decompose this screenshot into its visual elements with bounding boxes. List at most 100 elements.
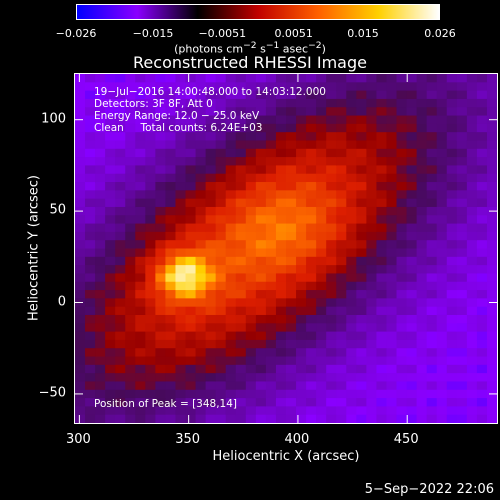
heatmap-cell bbox=[85, 182, 96, 191]
heatmap-cell bbox=[215, 248, 227, 258]
heatmap-cell bbox=[306, 381, 317, 391]
heatmap-cell bbox=[195, 281, 207, 291]
heatmap-cell bbox=[326, 306, 337, 316]
heatmap-cell bbox=[265, 306, 277, 316]
heatmap-cell bbox=[255, 231, 267, 241]
heatmap-cell bbox=[95, 398, 106, 407]
heatmap-cell bbox=[486, 323, 498, 333]
heatmap-cell bbox=[125, 306, 136, 316]
heatmap-cell bbox=[225, 165, 237, 175]
heatmap-cell bbox=[75, 273, 86, 283]
heatmap-cell bbox=[155, 198, 167, 208]
heatmap-cell bbox=[296, 140, 307, 150]
heatmap-cell bbox=[406, 74, 418, 83]
heatmap-cell bbox=[336, 265, 347, 275]
heatmap-cell bbox=[396, 298, 408, 308]
heatmap-cell bbox=[386, 256, 398, 266]
heatmap-cell bbox=[316, 331, 327, 341]
heatmap-cell bbox=[105, 298, 116, 308]
heatmap-cell bbox=[476, 248, 488, 258]
heatmap-cell bbox=[296, 223, 307, 233]
heatmap-cell bbox=[125, 364, 136, 374]
heatmap-cell bbox=[225, 215, 237, 225]
heatmap-cell bbox=[215, 107, 227, 117]
heatmap-cell bbox=[336, 148, 347, 158]
heatmap-cell bbox=[105, 256, 116, 266]
heatmap-cell bbox=[235, 82, 247, 92]
heatmap-cell bbox=[235, 389, 247, 399]
heatmap-cell bbox=[145, 98, 156, 108]
heatmap-cell bbox=[336, 182, 347, 191]
heatmap-cell bbox=[115, 398, 126, 407]
heatmap-cell bbox=[265, 223, 277, 233]
heatmap-cell bbox=[225, 206, 237, 216]
heatmap-cell bbox=[215, 140, 227, 150]
heatmap-cell bbox=[275, 240, 287, 250]
heatmap-cell bbox=[105, 82, 116, 92]
heatmap-cell bbox=[155, 182, 167, 191]
heatmap-cell bbox=[436, 356, 448, 366]
heatmap-cell bbox=[155, 123, 167, 133]
heatmap-cell bbox=[286, 381, 297, 391]
heatmap-cell bbox=[255, 281, 267, 291]
heatmap-cell bbox=[386, 331, 398, 341]
heatmap-cell bbox=[306, 298, 317, 308]
heatmap-cell bbox=[185, 132, 197, 142]
heatmap-cell bbox=[135, 115, 146, 125]
heatmap-cell bbox=[135, 173, 146, 183]
heatmap-cell bbox=[386, 115, 398, 125]
heatmap-cell bbox=[466, 281, 478, 291]
heatmap-cell bbox=[105, 240, 116, 250]
heatmap-cell bbox=[75, 165, 86, 175]
heatmap-cell bbox=[376, 414, 388, 424]
heatmap-cell bbox=[346, 339, 357, 349]
heatmap-cell bbox=[426, 98, 438, 108]
heatmap-cell bbox=[185, 414, 197, 424]
heatmap-cell bbox=[185, 198, 197, 208]
heatmap-cell bbox=[386, 348, 398, 358]
heatmap-cell bbox=[195, 348, 207, 358]
heatmap-cell bbox=[426, 290, 438, 299]
heatmap-cell bbox=[75, 339, 86, 349]
heatmap-cell bbox=[286, 281, 297, 291]
heatmap-cell bbox=[245, 165, 257, 175]
heatmap-cell bbox=[195, 132, 207, 142]
heatmap-cell bbox=[175, 82, 187, 92]
heatmap-cell bbox=[456, 123, 468, 133]
heatmap-cell bbox=[245, 157, 257, 167]
heatmap-cell bbox=[175, 281, 187, 291]
heatmap-cell bbox=[426, 273, 438, 283]
heatmap-cell bbox=[145, 298, 156, 308]
heatmap-cell bbox=[326, 140, 337, 150]
heatmap-cell bbox=[336, 373, 347, 383]
heatmap-cell bbox=[366, 231, 378, 241]
heatmap-cell bbox=[456, 290, 468, 299]
heatmap-cell bbox=[406, 148, 418, 158]
heatmap-cell bbox=[165, 306, 177, 316]
heatmap-cell bbox=[225, 132, 237, 142]
heatmap-cell bbox=[95, 74, 106, 83]
heatmap-cell bbox=[376, 398, 388, 407]
heatmap-cell bbox=[376, 290, 388, 299]
heatmap-cell bbox=[165, 173, 177, 183]
heatmap-cell bbox=[356, 98, 367, 108]
heatmap-cell bbox=[275, 223, 287, 233]
heatmap-cell bbox=[306, 115, 317, 125]
heatmap-cell bbox=[275, 123, 287, 133]
heatmap-cell bbox=[125, 348, 136, 358]
heatmap-cell bbox=[95, 406, 106, 416]
heatmap-cell bbox=[265, 98, 277, 108]
heatmap-cell bbox=[235, 314, 247, 324]
heatmap-cell bbox=[446, 348, 458, 358]
heatmap-cell bbox=[296, 182, 307, 191]
heatmap-cell bbox=[306, 148, 317, 158]
heatmap-cell bbox=[486, 314, 498, 324]
heatmap-cell bbox=[346, 173, 357, 183]
heatmap-cell bbox=[165, 331, 177, 341]
heatmap-cell bbox=[155, 331, 167, 341]
heatmap-cell bbox=[376, 298, 388, 308]
heatmap-cell bbox=[436, 306, 448, 316]
heatmap-cell bbox=[326, 148, 337, 158]
heatmap-cell bbox=[215, 223, 227, 233]
heatmap-cell bbox=[85, 398, 96, 407]
